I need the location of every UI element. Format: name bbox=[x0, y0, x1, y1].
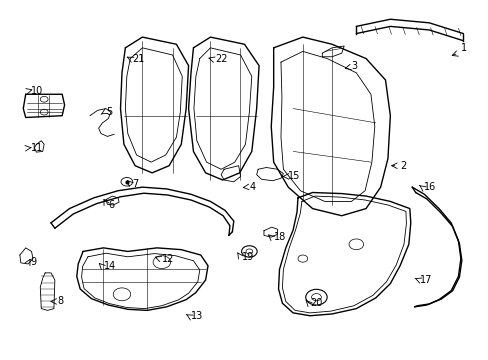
Text: 22: 22 bbox=[215, 54, 227, 64]
Text: 13: 13 bbox=[191, 311, 203, 321]
Text: 19: 19 bbox=[242, 252, 254, 262]
Text: 5: 5 bbox=[106, 107, 112, 117]
Text: 11: 11 bbox=[30, 143, 43, 153]
Text: 7: 7 bbox=[132, 179, 139, 189]
Text: 16: 16 bbox=[424, 182, 436, 192]
Text: 15: 15 bbox=[287, 171, 300, 181]
Text: 9: 9 bbox=[30, 257, 37, 267]
Text: 8: 8 bbox=[57, 296, 63, 306]
Text: 17: 17 bbox=[419, 275, 431, 285]
Text: 10: 10 bbox=[30, 86, 43, 96]
Text: 1: 1 bbox=[460, 43, 466, 53]
Text: 2: 2 bbox=[399, 161, 406, 171]
Text: 21: 21 bbox=[132, 54, 145, 64]
Text: 14: 14 bbox=[103, 261, 116, 271]
Text: 20: 20 bbox=[309, 298, 322, 308]
Text: 12: 12 bbox=[162, 253, 174, 264]
Text: 3: 3 bbox=[351, 61, 357, 71]
Text: 4: 4 bbox=[249, 182, 255, 192]
Text: 6: 6 bbox=[108, 200, 114, 210]
Text: 18: 18 bbox=[273, 232, 285, 242]
